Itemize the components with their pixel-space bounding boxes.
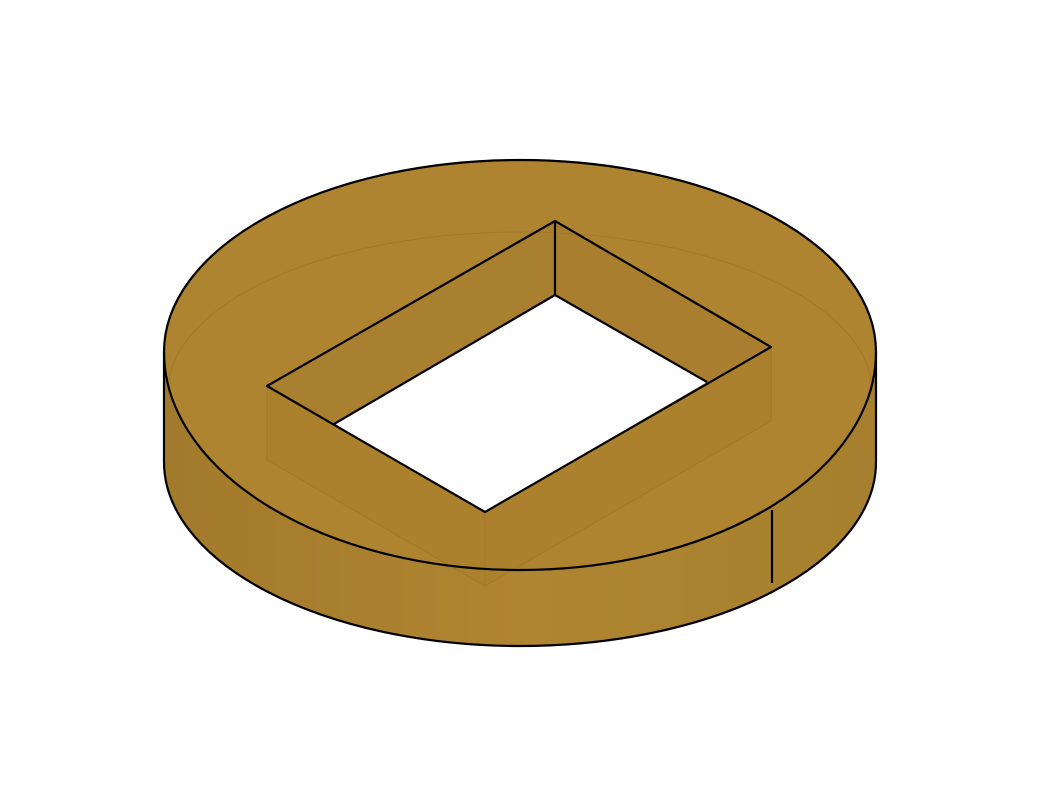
- hole-back-right-wall: [555, 221, 771, 382]
- hole-back-left-wall: [267, 221, 555, 424]
- hidden-hole-bottom-edges: [266, 420, 772, 587]
- through-hole: [334, 295, 707, 512]
- hidden-back-rim-edge: [167, 231, 873, 393]
- visible-edges: [162, 158, 878, 648]
- hole-front-left-wall: [267, 386, 485, 586]
- hidden-edges: [167, 231, 873, 587]
- top-face: [164, 160, 876, 570]
- hole-inner-right-edge: [554, 294, 708, 383]
- hole-inner-left-edge: [333, 294, 556, 425]
- bottom-rim-edge: [162, 461, 878, 648]
- hole-front-right-wall: [485, 347, 771, 586]
- hole-top-edge: [265, 219, 773, 514]
